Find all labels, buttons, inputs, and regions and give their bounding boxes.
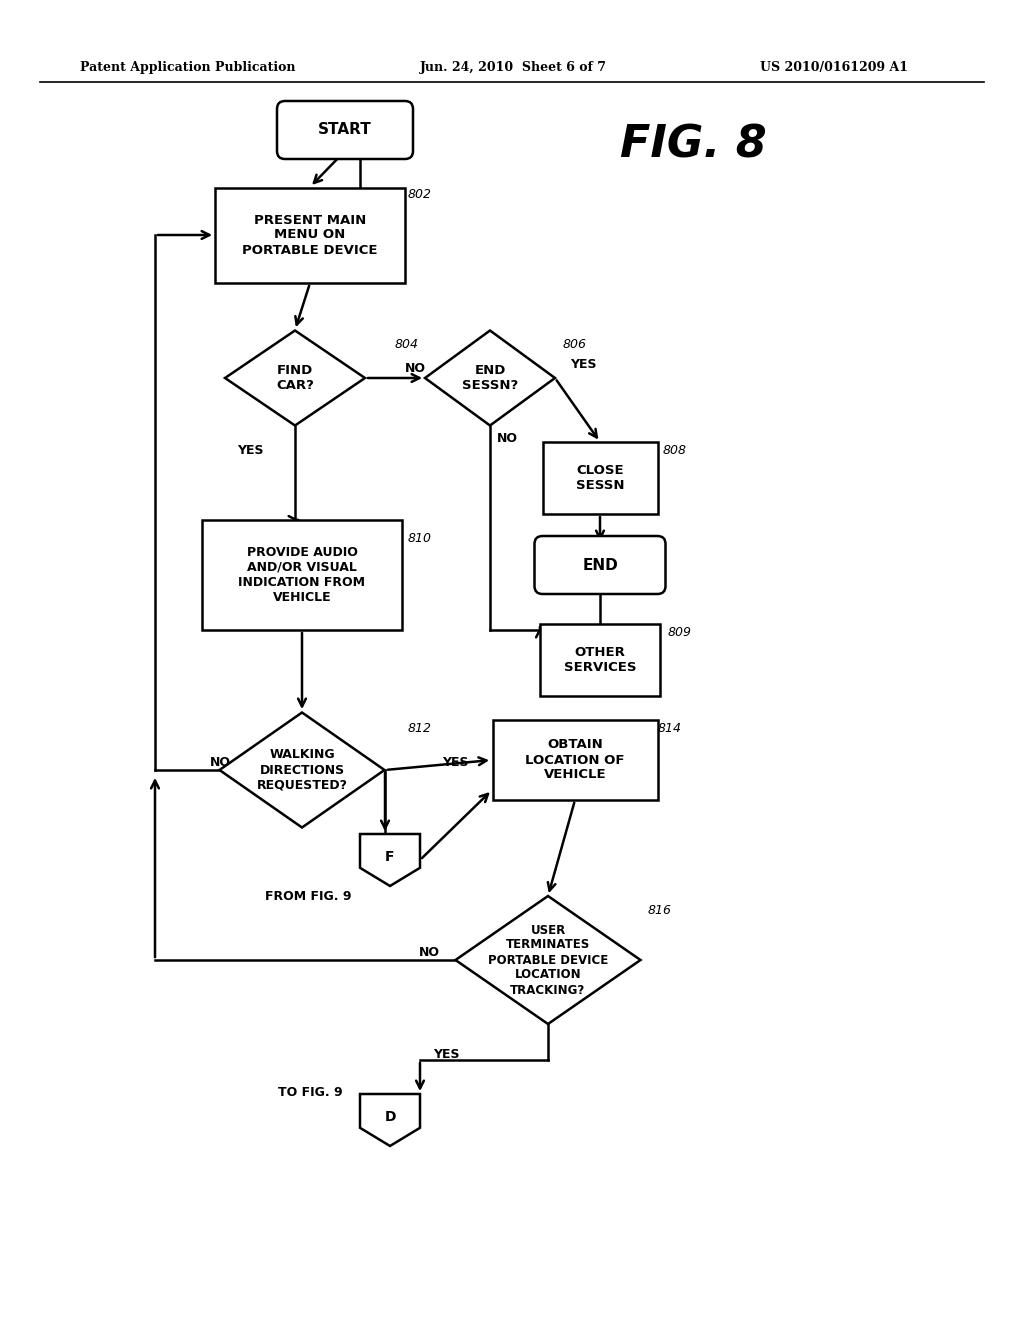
Text: Jun. 24, 2010  Sheet 6 of 7: Jun. 24, 2010 Sheet 6 of 7 <box>420 62 607 74</box>
Text: NO: NO <box>497 432 518 445</box>
Text: WALKING
DIRECTIONS
REQUESTED?: WALKING DIRECTIONS REQUESTED? <box>256 748 347 792</box>
Text: PROVIDE AUDIO
AND/OR VISUAL
INDICATION FROM
VEHICLE: PROVIDE AUDIO AND/OR VISUAL INDICATION F… <box>239 546 366 605</box>
Polygon shape <box>219 713 384 828</box>
Text: 809: 809 <box>668 626 692 639</box>
FancyBboxPatch shape <box>540 624 660 696</box>
Text: END: END <box>582 557 617 573</box>
Text: END
SESSN?: END SESSN? <box>462 364 518 392</box>
FancyBboxPatch shape <box>493 719 657 800</box>
Text: YES: YES <box>237 444 263 457</box>
Text: 814: 814 <box>658 722 682 734</box>
FancyBboxPatch shape <box>215 187 406 282</box>
Text: OBTAIN
LOCATION OF
VEHICLE: OBTAIN LOCATION OF VEHICLE <box>525 738 625 781</box>
Text: 808: 808 <box>663 444 687 457</box>
FancyBboxPatch shape <box>278 102 413 158</box>
Text: USER
TERMINATES
PORTABLE DEVICE
LOCATION
TRACKING?: USER TERMINATES PORTABLE DEVICE LOCATION… <box>487 924 608 997</box>
Text: FROM FIG. 9: FROM FIG. 9 <box>265 890 351 903</box>
Text: 802: 802 <box>408 189 432 202</box>
Text: US 2010/0161209 A1: US 2010/0161209 A1 <box>760 62 908 74</box>
Polygon shape <box>225 330 365 425</box>
Text: PRESENT MAIN
MENU ON
PORTABLE DEVICE: PRESENT MAIN MENU ON PORTABLE DEVICE <box>243 214 378 256</box>
Text: YES: YES <box>441 755 468 768</box>
Text: Patent Application Publication: Patent Application Publication <box>80 62 296 74</box>
Text: FIND
CAR?: FIND CAR? <box>276 364 314 392</box>
Text: YES: YES <box>433 1048 460 1061</box>
Polygon shape <box>425 330 555 425</box>
Polygon shape <box>456 896 640 1024</box>
Text: 816: 816 <box>648 903 672 916</box>
Text: NO: NO <box>404 362 426 375</box>
Text: CLOSE
SESSN: CLOSE SESSN <box>575 465 625 492</box>
Text: TO FIG. 9: TO FIG. 9 <box>278 1085 342 1098</box>
Text: D: D <box>384 1110 395 1125</box>
Text: NO: NO <box>210 755 230 768</box>
Text: OTHER
SERVICES: OTHER SERVICES <box>564 645 636 675</box>
FancyBboxPatch shape <box>535 536 666 594</box>
FancyBboxPatch shape <box>543 442 657 513</box>
Text: NO: NO <box>419 945 440 958</box>
Text: 806: 806 <box>563 338 587 351</box>
Text: 812: 812 <box>408 722 432 734</box>
Text: YES: YES <box>570 359 597 371</box>
Text: 804: 804 <box>395 338 419 351</box>
Text: F: F <box>385 850 394 865</box>
Text: 810: 810 <box>408 532 432 544</box>
FancyBboxPatch shape <box>202 520 402 630</box>
Text: START: START <box>318 123 372 137</box>
Polygon shape <box>360 1094 420 1146</box>
Text: FIG. 8: FIG. 8 <box>620 124 767 166</box>
Polygon shape <box>360 834 420 886</box>
